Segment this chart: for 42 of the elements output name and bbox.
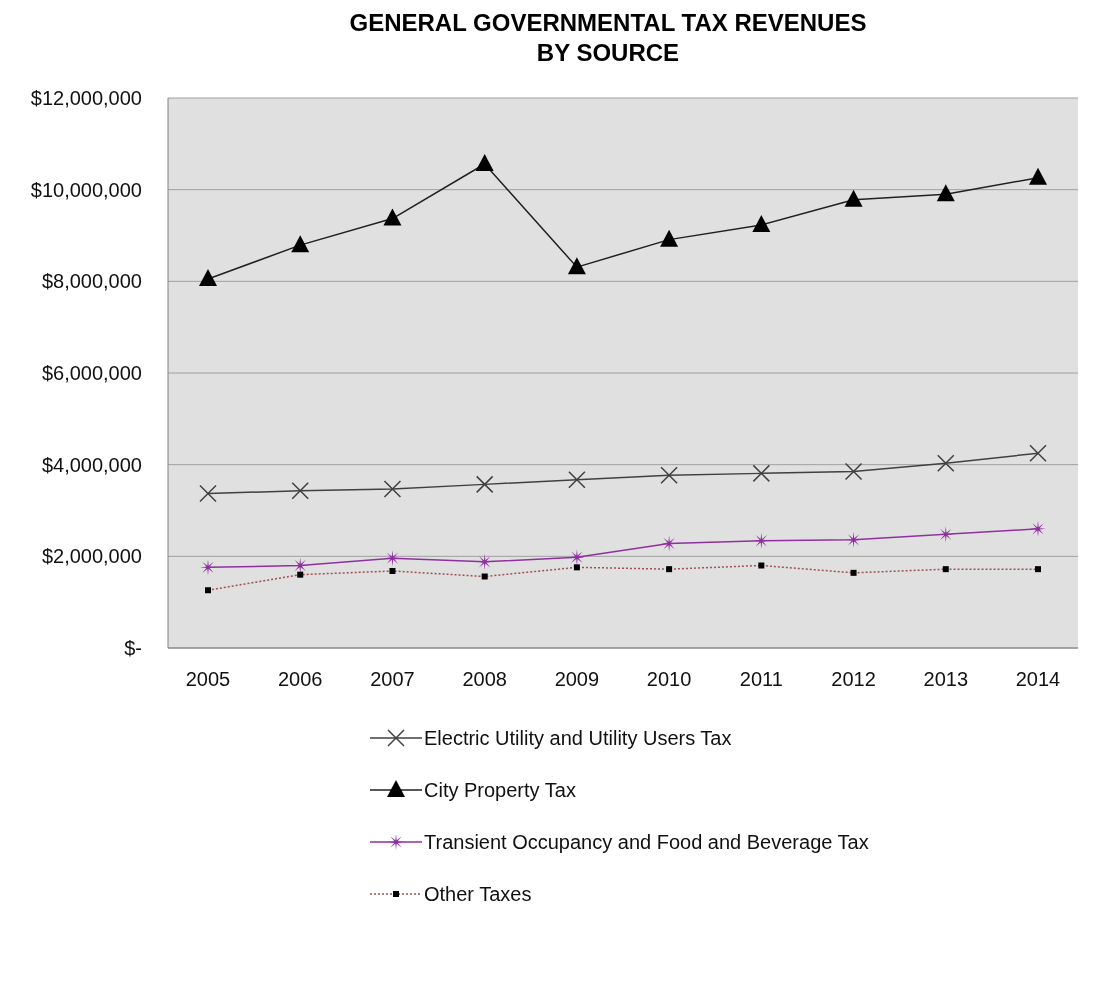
x-tick-label: 2007 bbox=[370, 668, 415, 691]
legend-label: Transient Occupancy and Food and Beverage Tax bbox=[424, 830, 869, 854]
legend-label: Other Taxes bbox=[424, 882, 532, 906]
point bbox=[752, 464, 771, 483]
point bbox=[844, 462, 863, 481]
x-tick-label: 2014 bbox=[1015, 668, 1061, 691]
x-tick-label: 2009 bbox=[554, 668, 600, 691]
point bbox=[844, 189, 863, 207]
legend-label: Electric Utility and Utility Users Tax bbox=[424, 726, 732, 750]
point bbox=[291, 235, 310, 253]
y-tick-label: $2,000,000 bbox=[41, 545, 142, 568]
y-tick-label: $12,000,000 bbox=[30, 87, 142, 110]
x-tick-label: 2008 bbox=[462, 668, 507, 691]
point bbox=[568, 471, 586, 489]
point bbox=[936, 184, 955, 202]
point bbox=[937, 454, 955, 473]
point bbox=[383, 208, 402, 226]
y-tick-label: $- bbox=[124, 637, 142, 660]
x-tick-label: 2013 bbox=[923, 668, 969, 691]
x-tick-label: 2006 bbox=[277, 668, 323, 691]
point bbox=[475, 475, 494, 494]
point bbox=[1029, 444, 1047, 462]
y-tick-label: $6,000,000 bbox=[41, 362, 142, 385]
point bbox=[291, 482, 309, 500]
x-tick-label: 2005 bbox=[185, 668, 231, 691]
x-tick-label: 2010 bbox=[646, 668, 692, 691]
point bbox=[383, 480, 402, 498]
chart-title: GENERAL GOVERNMENTAL TAX REVENUES BY SOURCE bbox=[348, 8, 868, 68]
point bbox=[660, 229, 679, 247]
x-tick-label: 2011 bbox=[739, 668, 783, 691]
point bbox=[567, 257, 586, 275]
point bbox=[1029, 167, 1047, 185]
point bbox=[199, 484, 217, 503]
point bbox=[199, 269, 217, 287]
legend-label: City Property Tax bbox=[424, 778, 576, 802]
y-tick-label: $10,000,000 bbox=[30, 178, 142, 201]
point bbox=[660, 466, 678, 484]
point bbox=[475, 154, 494, 171]
y-tick-label: $4,000,000 bbox=[41, 453, 142, 476]
point bbox=[752, 214, 771, 232]
x-tick-label: 2012 bbox=[831, 668, 876, 691]
y-tick-label: $8,000,000 bbox=[41, 270, 142, 293]
